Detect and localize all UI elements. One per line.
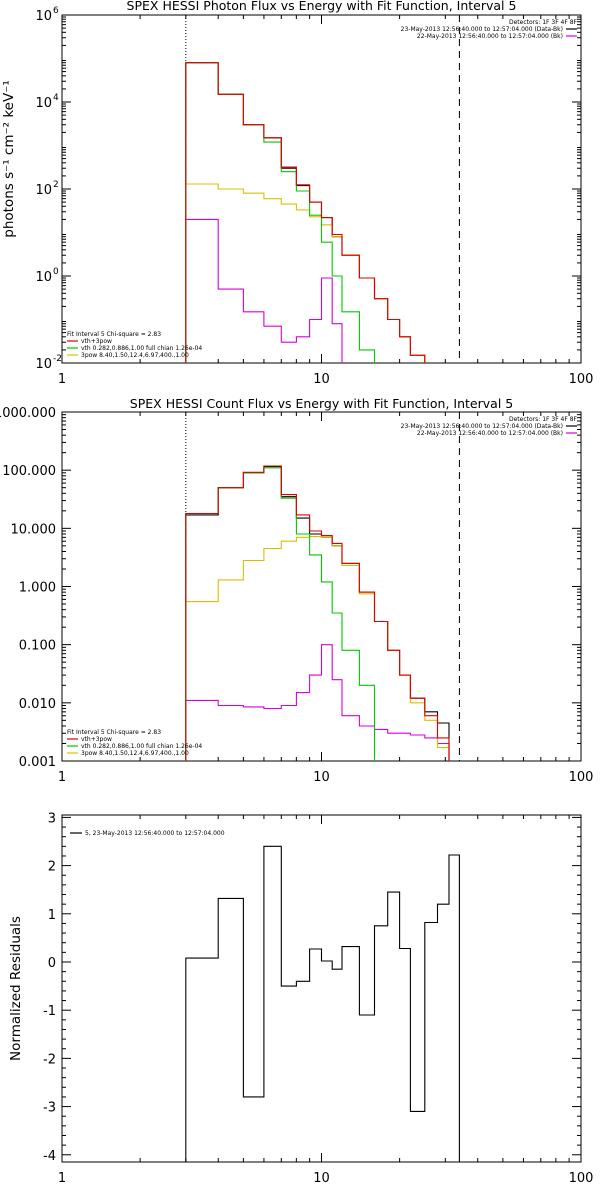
y-axis-label: photons s⁻¹ cm⁻² keV⁻¹ [1, 80, 17, 238]
legend-text: 3pow 8.40,1.50,12.4,6.97,400.,1.00 [81, 750, 189, 757]
legend-text: 3pow 8.40,1.50,12.4,6.97,400.,1.00 [81, 352, 189, 359]
x-tick-label: 100 [569, 372, 594, 387]
y-tick-label: 2 [48, 860, 56, 875]
y-tick-label: -3 [43, 1101, 56, 1116]
y-tick-label: 1000.000 [0, 406, 56, 421]
plot-area [185, 62, 426, 363]
y-tick-exponent: 4 [53, 93, 59, 103]
legend-text: Detectors: 1F 3F 4F 8F [509, 416, 578, 423]
series-line-3 [185, 183, 426, 363]
legend-text: 23-May-2013 12:56:40.000 to 12:57:04.000… [401, 423, 563, 430]
x-tick-label: 10 [313, 1171, 330, 1186]
x-tick-label: 100 [569, 1171, 594, 1186]
y-tick-label: -4 [43, 1149, 56, 1164]
series-line-2 [185, 218, 343, 363]
y-tick-exponent: 6 [53, 6, 59, 16]
y-tick-label: 10 [35, 357, 52, 372]
y-axis-label: Normalized Residuals [8, 916, 24, 1061]
series-line-4 [185, 467, 376, 761]
series-line-4 [185, 62, 376, 363]
y-tick-label: -1 [43, 1004, 56, 1019]
y-tick-label: 3 [48, 811, 56, 826]
y-tick-exponent: 0 [53, 267, 59, 277]
plot-area [185, 465, 450, 761]
y-tick-label: 10 [35, 183, 52, 198]
legend-text: 22-May-2013 12:56:40.000 to 12:57:04.000… [417, 33, 563, 40]
y-tick-exponent: 2 [53, 180, 59, 190]
plot-area [185, 845, 460, 1162]
series-line-3 [185, 536, 450, 761]
x-tick-label: 100 [569, 770, 594, 785]
chart-title: SPEX HESSI Count Flux vs Energy with Fit… [130, 396, 513, 411]
x-tick-label: 10 [313, 372, 330, 387]
series-line-5 [185, 465, 450, 761]
y-tick-label: 0.001 [19, 755, 56, 770]
x-tick-label: 10 [313, 770, 330, 785]
y-tick-label: -2 [43, 1052, 56, 1067]
y-tick-label: 10.000 [11, 522, 57, 537]
y-tick-label: 10 [35, 270, 52, 285]
legend-text: vth 0.282,0.886,1.00 full chian 1.26e-04 [81, 345, 202, 352]
legend-text: vth+3pow [81, 338, 112, 345]
chart-title: SPEX HESSI Photon Flux vs Energy with Fi… [127, 0, 517, 13]
y-tick-label: 1.000 [19, 581, 56, 596]
chart-panel-2: SPEX HESSI Count Flux vs Energy with Fit… [0, 396, 593, 785]
y-tick-label: 0 [48, 956, 56, 971]
legend-text: Fit Interval 5 Chi-square = 2.83 [67, 729, 161, 736]
y-tick-label: 100.000 [2, 464, 56, 479]
legend-text: vth 0.282,0.886,1.00 full chian 1.26e-04 [81, 743, 202, 750]
legend-text: vth+3pow [81, 736, 112, 743]
y-tick-exponent: -2 [53, 354, 62, 364]
legend-text: Detectors: 1F 3F 4F 8F [509, 19, 578, 26]
legend-text: 22-May-2013 12:56:40.000 to 12:57:04.000… [417, 430, 563, 437]
legend-text: 23-May-2013 12:56:40.000 to 12:57:04.000… [401, 26, 563, 33]
series-line-1 [185, 845, 460, 1162]
legend-text: Fit Interval 5 Chi-square = 2.83 [67, 331, 161, 338]
y-tick-label: 10 [35, 9, 52, 24]
y-tick-label: 0.010 [19, 697, 56, 712]
series-line-5 [185, 62, 426, 363]
y-tick-label: 10 [35, 96, 52, 111]
x-tick-label: 1 [58, 770, 66, 785]
plot-frame [61, 411, 582, 762]
chart-panel-1: SPEX HESSI Photon Flux vs Energy with Fi… [1, 0, 593, 387]
plot-frame [61, 814, 582, 1163]
y-tick-label: 1 [48, 908, 56, 923]
y-tick-label: 0.100 [19, 639, 56, 654]
x-tick-label: 1 [58, 372, 66, 387]
series-line-1 [185, 466, 450, 761]
series-line-2 [185, 644, 450, 761]
legend-text: 5, 23-May-2013 12:56:40.000 to 12:57:04.… [85, 830, 225, 837]
x-tick-label: 1 [58, 1171, 66, 1186]
